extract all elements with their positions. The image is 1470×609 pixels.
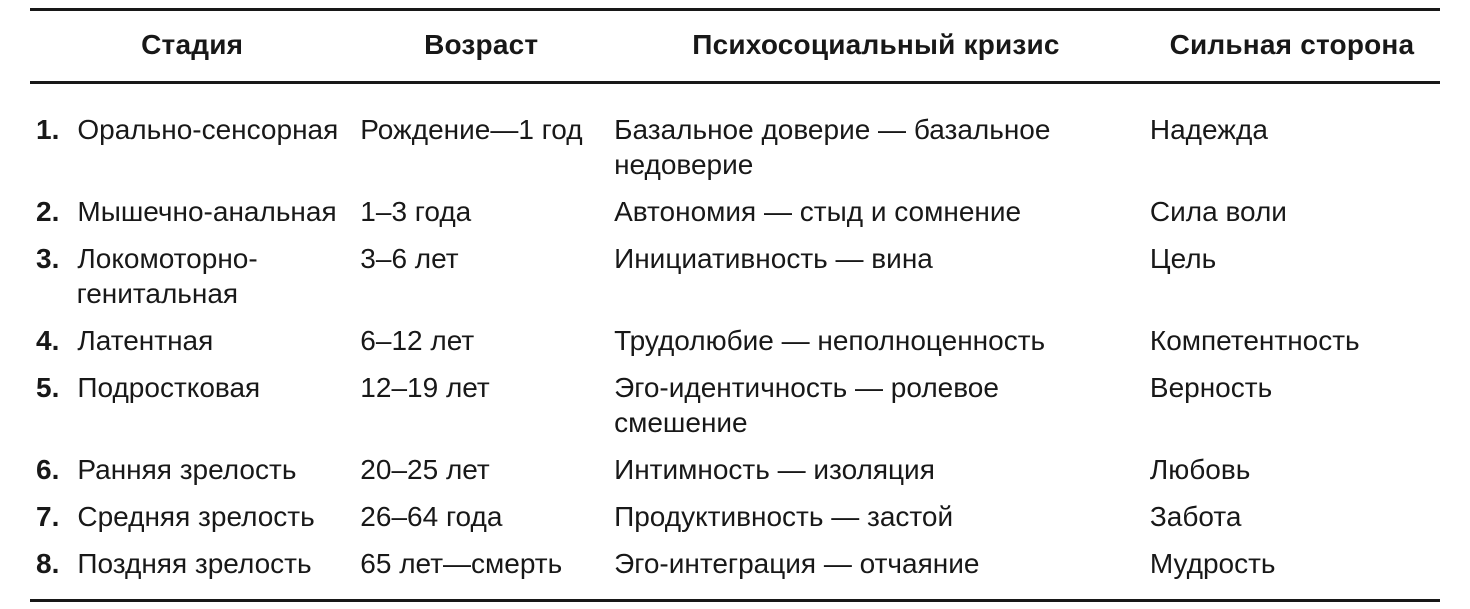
table-row: 5. Подростковая 12–19 лет Эго-идентичнос…	[30, 364, 1440, 446]
stage-number: 3.	[36, 241, 70, 276]
stage-name: Поздняя зрелость	[77, 546, 311, 581]
table-row: 6. Ранняя зрелость 20–25 лет Интимность …	[30, 446, 1440, 493]
stage-number: 4.	[36, 323, 70, 358]
cell-strength: Компетентность	[1144, 317, 1440, 364]
cell-age: 12–19 лет	[354, 364, 608, 446]
cell-crisis: Инициативность — вина	[608, 235, 1144, 317]
stage-name: Средняя зрелость	[77, 499, 314, 534]
cell-crisis: Трудолюбие — неполноценность	[608, 317, 1144, 364]
cell-stage: 7. Средняя зрелость	[30, 493, 354, 540]
col-header-stage: Стадия	[30, 10, 354, 83]
stage-name: Ранняя зрелость	[77, 452, 296, 487]
cell-age: 6–12 лет	[354, 317, 608, 364]
cell-strength: Сила воли	[1144, 188, 1440, 235]
table-row: 8. Поздняя зрелость 65 лет—смерть Эго-ин…	[30, 540, 1440, 601]
cell-stage: 5. Подростковая	[30, 364, 354, 446]
stage-number: 5.	[36, 370, 70, 405]
stage-name-line1: Локомоторно-	[77, 241, 257, 276]
cell-strength: Цель	[1144, 235, 1440, 317]
cell-stage: 1. Орально-сенсорная	[30, 83, 354, 189]
cell-age: 65 лет—смерть	[354, 540, 608, 601]
table-row: 4. Латентная 6–12 лет Трудолюбие — непол…	[30, 317, 1440, 364]
cell-crisis: Эго-идентичность — ролевое смешение	[608, 364, 1144, 446]
cell-crisis: Эго-интеграция — отчаяние	[608, 540, 1144, 601]
cell-strength: Забота	[1144, 493, 1440, 540]
cell-strength: Надежда	[1144, 83, 1440, 189]
cell-strength: Верность	[1144, 364, 1440, 446]
table-row: 7. Средняя зрелость 26–64 года Продуктив…	[30, 493, 1440, 540]
cell-strength: Любовь	[1144, 446, 1440, 493]
cell-crisis: Интимность — изоляция	[608, 446, 1144, 493]
cell-stage: 3. Локомоторно- генитальная	[30, 235, 354, 317]
page-root: Стадия Возраст Психосоциальный кризис Си…	[0, 0, 1470, 602]
stage-number: 2.	[36, 194, 70, 229]
stage-name: Латентная	[77, 323, 213, 358]
erikson-stages-table: Стадия Возраст Психосоциальный кризис Си…	[30, 8, 1440, 602]
stage-name: Мышечно-анальная	[77, 194, 336, 229]
cell-age: Рождение—1 год	[354, 83, 608, 189]
col-header-age: Возраст	[354, 10, 608, 83]
cell-age: 3–6 лет	[354, 235, 608, 317]
cell-crisis: Базальное доверие — базальное недоверие	[608, 83, 1144, 189]
stage-name: Подростковая	[77, 370, 260, 405]
stage-number: 1.	[36, 112, 70, 147]
cell-age: 26–64 года	[354, 493, 608, 540]
col-header-crisis: Психосоциальный кризис	[608, 10, 1144, 83]
stage-name: Орально-сенсорная	[77, 112, 338, 147]
col-header-strength: Сильная сторона	[1144, 10, 1440, 83]
cell-strength: Мудрость	[1144, 540, 1440, 601]
table-row: 2. Мышечно-анальная 1–3 года Автономия —…	[30, 188, 1440, 235]
cell-stage: 8. Поздняя зрелость	[30, 540, 354, 601]
cell-age: 1–3 года	[354, 188, 608, 235]
stage-number: 7.	[36, 499, 70, 534]
stage-name-line2: генитальная	[36, 276, 340, 311]
cell-crisis: Автономия — стыд и сомнение	[608, 188, 1144, 235]
cell-stage: 2. Мышечно-анальная	[30, 188, 354, 235]
cell-age: 20–25 лет	[354, 446, 608, 493]
cell-stage: 6. Ранняя зрелость	[30, 446, 354, 493]
table-row: 1. Орально-сенсорная Рождение—1 год База…	[30, 83, 1440, 189]
cell-stage: 4. Латентная	[30, 317, 354, 364]
table-row: 3. Локомоторно- генитальная 3–6 лет Иниц…	[30, 235, 1440, 317]
cell-crisis: Продуктивность — застой	[608, 493, 1144, 540]
stage-number: 6.	[36, 452, 70, 487]
table-header-row: Стадия Возраст Психосоциальный кризис Си…	[30, 10, 1440, 83]
stage-number: 8.	[36, 546, 70, 581]
